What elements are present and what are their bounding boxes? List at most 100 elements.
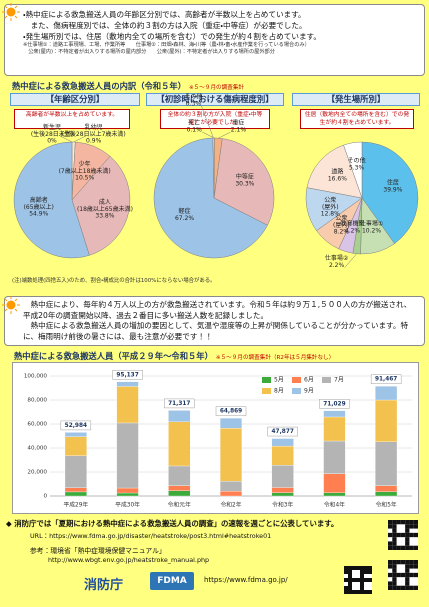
qr-cell bbox=[356, 566, 360, 570]
pie-slice bbox=[213, 137, 223, 199]
qr-cell bbox=[405, 545, 410, 550]
qr-cell bbox=[352, 566, 356, 570]
qr-cell bbox=[405, 577, 410, 582]
slice-label: 軽症 bbox=[178, 207, 190, 215]
qr-cell bbox=[388, 560, 393, 565]
qr-cell bbox=[344, 586, 348, 590]
qr-cell bbox=[392, 564, 397, 569]
qr-cell bbox=[348, 570, 352, 574]
header-note: 公衆(屋内)：不特定者が出入りする場所の屋内部分 公衆(屋外)：不特定者が出入り… bbox=[23, 49, 275, 55]
qr-cell bbox=[405, 585, 410, 590]
qr-cell bbox=[405, 572, 410, 578]
leader-line bbox=[202, 131, 215, 139]
section-title-text: 熱中症による救急搬送人員の内訳（令和５年） bbox=[12, 81, 186, 91]
qr-cell bbox=[396, 520, 401, 525]
qr-cell bbox=[409, 585, 414, 590]
qr-cell bbox=[392, 528, 397, 533]
qr-cell bbox=[409, 545, 414, 550]
qr-code bbox=[388, 520, 418, 550]
qr-cell bbox=[409, 524, 414, 529]
qr-cell bbox=[392, 568, 397, 573]
slice-value: 8.2% bbox=[334, 229, 350, 236]
qr-cell bbox=[392, 520, 397, 525]
qr-cell bbox=[388, 524, 393, 529]
qr-code bbox=[388, 560, 418, 590]
qr-cell bbox=[400, 585, 406, 590]
slice-label: 仕事場② bbox=[325, 254, 349, 262]
qr-cell bbox=[405, 581, 410, 586]
leader-line bbox=[344, 253, 357, 268]
slice-label: 中等症 bbox=[236, 172, 254, 180]
slice-label: 公衆(屋内) bbox=[333, 214, 350, 229]
bar-title-text: 熱中症による救急搬送人員（平成２９年～令和５年） bbox=[14, 351, 213, 361]
qr-cell bbox=[388, 532, 393, 538]
qr-cell bbox=[344, 566, 348, 570]
qr-cell bbox=[348, 566, 352, 570]
qr-cell bbox=[392, 541, 397, 546]
qr-cell bbox=[388, 520, 393, 525]
qr-cell bbox=[368, 590, 372, 594]
qr-cell bbox=[405, 520, 410, 525]
pie-title: 【発生場所別】 bbox=[292, 93, 420, 106]
footnote: (注)端数処理(四捨五入)のため、割合・構成比の合計は100%にならない場合があ… bbox=[12, 278, 216, 284]
header-line: ・発生場所別では、住居（敷地内全ての場所を含む）での発生が約４割を占めています。 bbox=[23, 32, 321, 41]
qr-cell bbox=[364, 590, 368, 594]
qr-cell bbox=[405, 560, 410, 565]
qr-cell bbox=[400, 532, 406, 538]
qr-cell bbox=[413, 585, 418, 590]
slice-value: 2.2% bbox=[329, 262, 345, 269]
slice-value: 0% bbox=[47, 138, 57, 145]
qr-cell bbox=[413, 564, 418, 569]
qr-cell bbox=[392, 572, 397, 578]
qr-cell bbox=[364, 570, 368, 574]
qr-cell bbox=[413, 560, 418, 565]
qr-cell bbox=[356, 590, 360, 594]
section-title: 熱中症による救急搬送人員の内訳（令和５年） ※５～９月の調査集計 bbox=[12, 80, 244, 92]
slice-value: 12.8% bbox=[321, 211, 340, 218]
qr-cell bbox=[405, 537, 410, 542]
qr-cell bbox=[344, 570, 348, 574]
qr-cell bbox=[405, 568, 410, 573]
header-line: ・熱中症による救急搬送人員の年齢区分別では、高齢者が半数以上を占めています。 bbox=[23, 10, 306, 19]
qr-cell bbox=[396, 585, 401, 590]
qr-cell bbox=[409, 564, 414, 569]
qr-cell bbox=[405, 564, 410, 569]
chart-frame bbox=[12, 362, 419, 514]
url: URL：https://www.fdma.go.jp/disaster/heat… bbox=[30, 532, 272, 540]
qr-cell bbox=[396, 572, 401, 578]
pie-caption: 住居（敷地内全ての場所を含む）での発生が約４割を占めています。 bbox=[300, 109, 414, 129]
qr-cell bbox=[409, 532, 414, 538]
qr-cell bbox=[344, 578, 348, 582]
slice-value: 10.5% bbox=[75, 174, 94, 181]
slice-value: 39.9% bbox=[383, 187, 402, 194]
qr-cell bbox=[368, 566, 372, 570]
qr-cell bbox=[409, 560, 414, 565]
leader-line bbox=[218, 131, 231, 139]
qr-cell bbox=[388, 564, 393, 569]
qr-cell bbox=[405, 524, 410, 529]
qr-cell bbox=[348, 582, 352, 586]
pie-slice bbox=[338, 197, 363, 254]
pie-title: 【初診時における傷病程度別】 bbox=[146, 93, 284, 106]
slice-label: 成人(18歳以上65歳未満) bbox=[77, 197, 133, 212]
qr-cell bbox=[364, 578, 368, 582]
slice-value: 33.8% bbox=[95, 212, 114, 219]
pie-slice bbox=[343, 141, 363, 199]
pie-caption: 高齢者が半数以上を占めています。 bbox=[14, 109, 130, 129]
pie-slice bbox=[13, 141, 90, 259]
pie-slice bbox=[71, 141, 76, 201]
summary-box: ・熱中症による救急搬送人員の年齢区分別では、高齢者が半数以上を占めています。 ま… bbox=[4, 4, 425, 76]
qr-cell bbox=[360, 578, 364, 582]
pie-slice bbox=[212, 137, 215, 199]
slice-value: 54.9% bbox=[29, 211, 48, 218]
qr-cell bbox=[396, 532, 401, 538]
slice-value: 10.2% bbox=[362, 228, 381, 235]
qr-cell bbox=[360, 570, 364, 574]
slice-label: その他 bbox=[348, 156, 366, 164]
qr-cell bbox=[400, 545, 406, 550]
qr-cell bbox=[352, 590, 356, 594]
slice-label: 高齢者(65歳以上) bbox=[24, 196, 54, 211]
qr-codes bbox=[344, 520, 418, 594]
